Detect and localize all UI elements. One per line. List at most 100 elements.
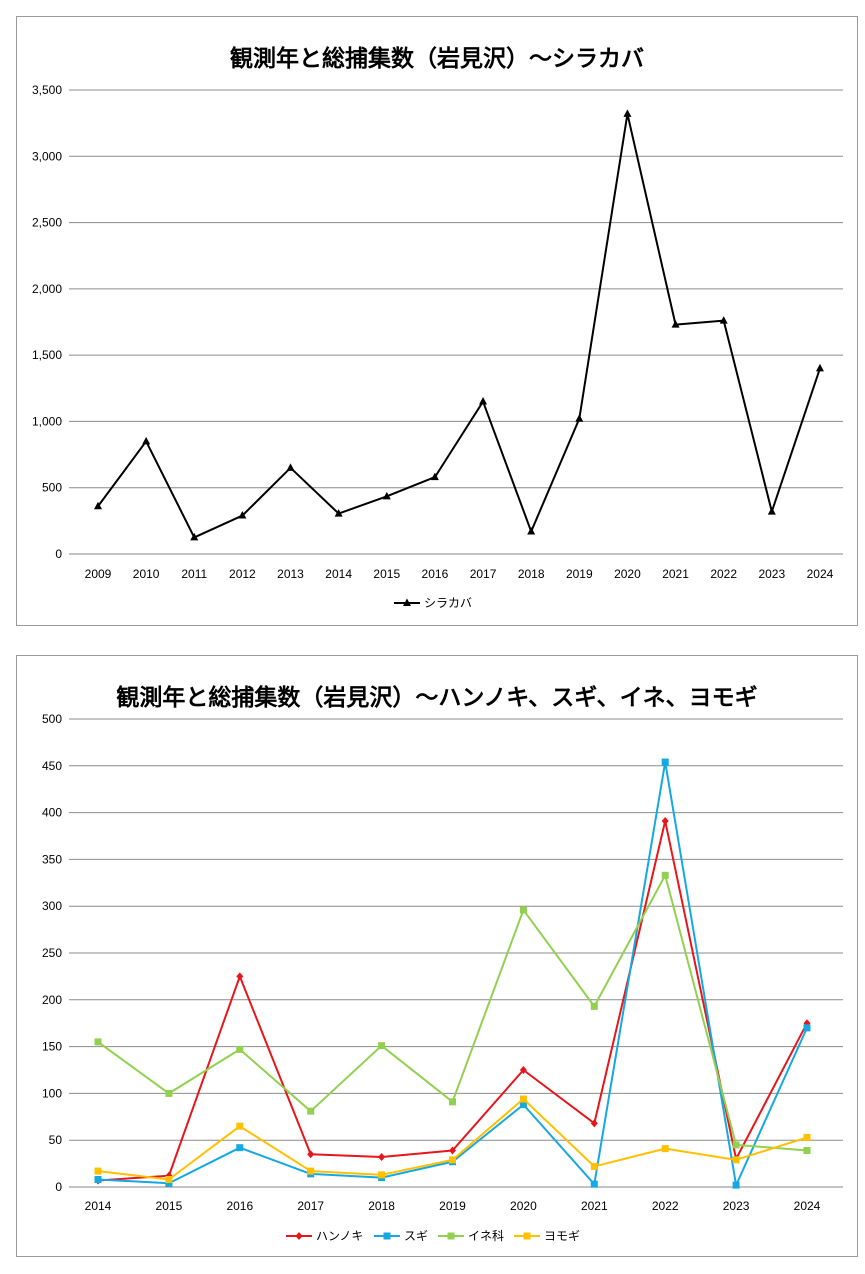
- data-point: [519, 1095, 527, 1103]
- data-point: [307, 1107, 315, 1115]
- y-tick-label: 150: [42, 1040, 62, 1054]
- x-tick-label: 2012: [229, 567, 256, 581]
- y-tick-label: 2,000: [32, 282, 62, 296]
- data-point: [590, 1119, 598, 1128]
- x-tick-label: 2020: [510, 1199, 537, 1213]
- data-point: [732, 1141, 740, 1149]
- y-tick-label: 450: [42, 759, 62, 773]
- y-tick-label: 0: [55, 1180, 62, 1194]
- x-tick-label: 2019: [439, 1199, 466, 1213]
- data-point: [142, 436, 151, 445]
- data-point: [590, 1180, 598, 1188]
- data-point: [165, 1176, 173, 1184]
- data-point: [661, 758, 669, 766]
- data-point: [575, 414, 584, 422]
- data-point: [307, 1150, 315, 1159]
- data-point: [590, 1162, 598, 1170]
- data-point: [307, 1167, 315, 1175]
- line-chart-multi-pollen: 0 50 100 150 200 250 300 350 400 450 500 2014 2015 20…: [42, 712, 843, 1243]
- legend-marker: [383, 1232, 391, 1240]
- data-point: [803, 1133, 811, 1141]
- x-tick-label: 2021: [581, 1199, 608, 1213]
- data-point: [719, 316, 728, 324]
- data-point: [449, 1098, 456, 1106]
- x-tick-label: 2011: [181, 567, 207, 581]
- x-tick-label: 2010: [133, 567, 160, 581]
- legend-item: ヨモギ: [514, 1229, 580, 1243]
- legend-item: スギ: [374, 1229, 428, 1243]
- legend-marker: [523, 1232, 531, 1240]
- x-tick-label: 2018: [368, 1199, 395, 1213]
- data-point: [382, 491, 391, 500]
- y-tick-label: 300: [42, 899, 62, 913]
- data-point: [94, 1167, 102, 1175]
- y-tick-label: 50: [49, 1133, 63, 1147]
- x-tick-label: 2022: [652, 1199, 679, 1213]
- x-tick-label: 2009: [85, 567, 112, 581]
- x-tick-label: 2018: [518, 567, 545, 581]
- data-point: [94, 1176, 102, 1184]
- data-point: [661, 1145, 669, 1153]
- x-tick-label: 2015: [373, 567, 400, 581]
- x-tick-label: 2024: [807, 567, 834, 581]
- x-tick-label: 2014: [325, 567, 352, 581]
- legend-item: イネ科: [438, 1229, 504, 1243]
- x-tick-label: 2013: [277, 567, 304, 581]
- data-point: [732, 1181, 740, 1189]
- legend-label: シラカバ: [424, 596, 472, 610]
- data-point: [94, 501, 102, 510]
- data-point: [236, 1045, 244, 1053]
- data-point: [165, 1179, 173, 1187]
- data-point: [623, 109, 632, 117]
- data-point: [165, 1171, 173, 1180]
- legend-item: シラカバ: [394, 596, 472, 610]
- legend-label: イネ科: [468, 1229, 504, 1243]
- y-tick-label: 500: [42, 712, 62, 726]
- data-point: [527, 526, 536, 535]
- y-tick-label: 400: [42, 806, 62, 820]
- series-line-1: [97, 761, 808, 1187]
- data-point: [803, 1146, 811, 1154]
- data-point: [430, 472, 439, 481]
- x-tick-label: 2024: [794, 1199, 821, 1213]
- data-point: [378, 1171, 386, 1179]
- x-tick-label: 2016: [226, 1199, 253, 1213]
- data-point: [671, 320, 680, 328]
- series-line-2: [97, 874, 808, 1152]
- data-point: [590, 1002, 598, 1010]
- chart-title: 観測年と総捕集数（岩見沢）～ハンノキ、スギ、イネ、ヨモギ: [116, 685, 758, 711]
- data-point: [236, 1122, 244, 1130]
- data-point: [519, 1066, 527, 1074]
- y-tick-label: 1,500: [32, 348, 62, 362]
- chart-panel-shirakaba: 観測年と総捕集数（岩見沢）～シラカバ 0 500 1,000 1,500 2,000 2,…: [16, 16, 858, 626]
- legend-marker: [295, 1232, 303, 1240]
- chart-panel-multi-pollen: 観測年と総捕集数（岩見沢）～ハンノキ、スギ、イネ、ヨモギ 0 50 100 150 20…: [16, 655, 858, 1257]
- data-point: [236, 972, 244, 981]
- legend-label: ハンノキ: [316, 1229, 363, 1243]
- data-point: [236, 1144, 244, 1152]
- y-tick-label: 3,000: [32, 149, 62, 163]
- data-point: [661, 871, 669, 879]
- legend-marker: [447, 1232, 455, 1240]
- x-tick-label: 2017: [297, 1199, 324, 1213]
- data-point: [519, 1101, 527, 1109]
- data-point: [94, 1038, 102, 1046]
- data-point: [449, 1146, 456, 1155]
- y-tick-label: 1,000: [32, 414, 62, 428]
- data-point: [803, 1024, 811, 1032]
- y-tick-label: 500: [42, 481, 62, 495]
- data-point: [378, 1153, 386, 1162]
- y-tick-label: 350: [42, 852, 62, 866]
- series-line-3: [97, 1098, 808, 1181]
- y-tick-label: 100: [42, 1086, 62, 1100]
- x-tick-label: 2014: [85, 1199, 112, 1213]
- x-tick-label: 2015: [156, 1199, 183, 1213]
- x-tick-label: 2019: [566, 567, 593, 581]
- data-point: [732, 1156, 740, 1164]
- legend-marker: [403, 598, 411, 606]
- data-point: [449, 1156, 456, 1164]
- y-tick-label: 3,500: [32, 83, 62, 97]
- x-tick-label: 2020: [614, 567, 641, 581]
- x-tick-label: 2021: [662, 567, 689, 581]
- data-point: [238, 511, 247, 519]
